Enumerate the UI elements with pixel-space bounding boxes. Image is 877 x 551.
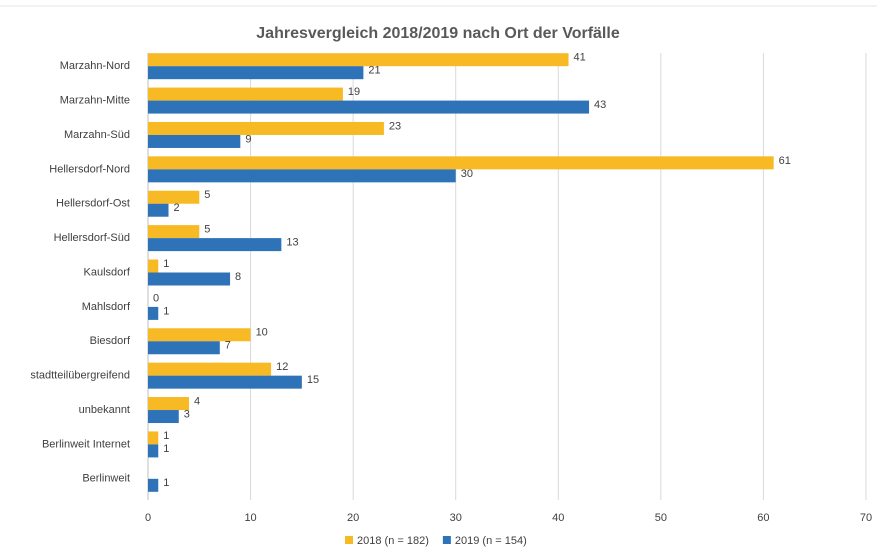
y-tick-label: Biesdorf xyxy=(90,335,131,347)
bar xyxy=(148,66,364,80)
value-label: 1 xyxy=(163,477,169,489)
y-tick-label: Hellersdorf-Ost xyxy=(56,198,130,210)
legend-label: 2019 (n = 154) xyxy=(455,535,527,547)
y-tick-label: unbekannt xyxy=(79,404,130,416)
value-label: 5 xyxy=(204,224,210,236)
x-tick-label: 0 xyxy=(145,512,151,524)
chart-title: Jahresvergleich 2018/2019 nach Ort der V… xyxy=(256,25,620,42)
bar xyxy=(148,341,220,355)
value-label: 13 xyxy=(286,237,298,249)
value-label: 3 xyxy=(184,408,190,420)
value-label: 1 xyxy=(163,430,169,442)
bar xyxy=(148,328,251,342)
bar xyxy=(148,100,590,114)
value-label: 19 xyxy=(348,86,360,98)
value-label: 5 xyxy=(204,189,210,201)
x-tick-label: 30 xyxy=(450,512,462,524)
value-label: 1 xyxy=(163,258,169,270)
value-label: 0 xyxy=(153,292,159,304)
y-tick-label: Hellersdorf-Süd xyxy=(54,232,130,244)
y-tick-label: Kaulsdorf xyxy=(84,266,131,278)
y-tick-label: Marzahn-Nord xyxy=(60,60,130,72)
bar xyxy=(148,478,159,492)
bar xyxy=(148,431,159,445)
y-tick-label: Marzahn-Süd xyxy=(64,129,130,141)
bar xyxy=(148,121,384,135)
bar xyxy=(148,375,302,389)
bar xyxy=(148,238,282,252)
bar xyxy=(148,225,200,239)
bar xyxy=(148,134,241,148)
value-label: 1 xyxy=(163,443,169,455)
value-label: 4 xyxy=(194,395,200,407)
x-tick-label: 40 xyxy=(552,512,564,524)
x-tick-label: 70 xyxy=(860,512,872,524)
bar xyxy=(148,444,159,458)
value-label: 2 xyxy=(174,202,180,214)
x-tick-label: 60 xyxy=(757,512,769,524)
y-tick-label: Berlinweit Internet xyxy=(42,438,130,450)
value-label: 9 xyxy=(245,133,251,145)
x-tick-label: 50 xyxy=(655,512,667,524)
x-tick-label: 10 xyxy=(244,512,256,524)
bar xyxy=(148,53,569,67)
value-label: 1 xyxy=(163,305,169,317)
y-tick-label: Marzahn-Mitte xyxy=(60,94,130,106)
value-label: 43 xyxy=(594,99,606,111)
y-tick-label: stadtteilübergreifend xyxy=(30,370,130,382)
bar xyxy=(148,362,272,376)
value-label: 61 xyxy=(779,155,791,167)
value-label: 8 xyxy=(235,271,241,283)
bar xyxy=(148,156,774,170)
value-label: 23 xyxy=(389,120,401,132)
legend-swatch xyxy=(345,536,353,544)
bar xyxy=(148,272,231,286)
y-tick-label: Berlinweit xyxy=(82,473,130,485)
bar xyxy=(148,259,159,273)
bar xyxy=(148,190,200,204)
bar xyxy=(148,410,179,424)
legend-label: 2018 (n = 182) xyxy=(357,535,429,547)
y-tick-label: Hellersdorf-Nord xyxy=(49,163,130,175)
value-label: 21 xyxy=(368,65,380,77)
value-label: 10 xyxy=(256,327,268,339)
x-tick-label: 20 xyxy=(347,512,359,524)
bar xyxy=(148,87,343,101)
bar xyxy=(148,203,169,217)
bar xyxy=(148,169,456,183)
y-tick-label: Mahlsdorf xyxy=(82,301,131,313)
value-label: 12 xyxy=(276,361,288,373)
value-label: 7 xyxy=(225,340,231,352)
value-label: 41 xyxy=(574,52,586,64)
value-label: 30 xyxy=(461,168,473,180)
legend-swatch xyxy=(442,536,451,544)
bar xyxy=(148,306,159,320)
bar xyxy=(148,397,190,411)
value-label: 15 xyxy=(307,374,319,386)
